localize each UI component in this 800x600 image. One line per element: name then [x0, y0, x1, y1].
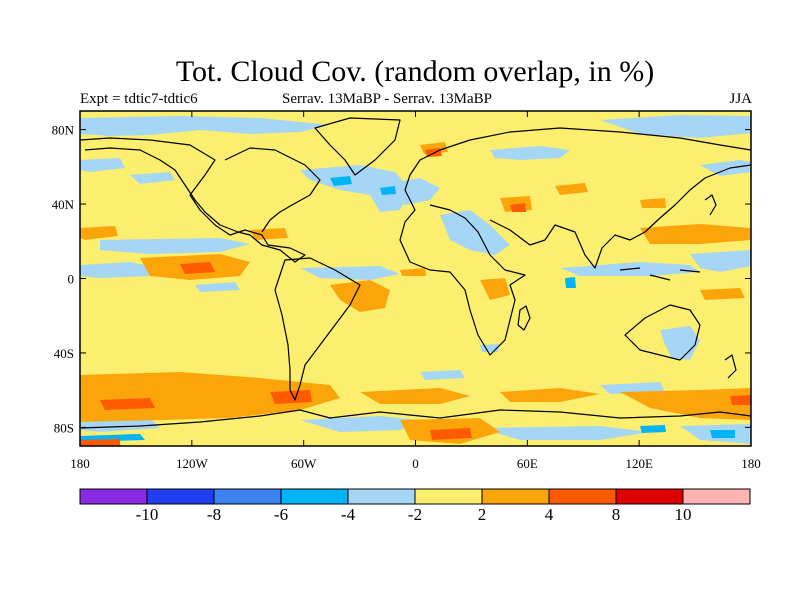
- orange-anomalies: [80, 142, 751, 444]
- japan: [704, 194, 717, 216]
- lat-tick-label: 80S: [54, 420, 74, 435]
- colorbar-swatch: [146, 488, 215, 505]
- antarctica: [80, 409, 751, 429]
- red-orange-anomalies: [80, 148, 751, 446]
- south-america: [274, 257, 361, 401]
- lon-tick-label: 0: [412, 456, 419, 471]
- colorbar-label: -10: [135, 505, 159, 524]
- lon-tick-label: 180: [741, 456, 761, 471]
- colorbar-swatch: [414, 488, 483, 505]
- europe-africa: [399, 189, 526, 356]
- colorbar-label: -2: [407, 505, 423, 524]
- season-label: JJA: [729, 91, 752, 107]
- lat-tick-label: 40N: [52, 197, 75, 212]
- lat-tick-label: 40S: [54, 346, 74, 361]
- north-america-east: [224, 147, 321, 233]
- colorbar-swatch: [615, 488, 684, 505]
- period-label: Serrav. 13MaBP - Serrav. 13MaBP: [282, 91, 492, 107]
- greenland: [314, 117, 401, 176]
- australia: [624, 304, 701, 361]
- colorbar-label: 10: [674, 505, 692, 524]
- madagascar: [517, 305, 531, 331]
- coastlines: [80, 117, 751, 429]
- light-blue-anomalies: [80, 115, 751, 444]
- colorbar-label: -4: [340, 505, 356, 524]
- colorbar-swatch: [481, 488, 550, 505]
- colorbar-swatch: [213, 488, 282, 505]
- colorbar-label: 4: [544, 505, 554, 524]
- experiment-label: Expt = tdtic7-tdtic6: [80, 91, 198, 107]
- arabia-india: [489, 164, 751, 269]
- colorbar: [79, 488, 751, 505]
- lon-tick-label: 180: [70, 456, 90, 471]
- colorbar-swatch: [347, 488, 416, 505]
- colorbar-swatch: [682, 488, 751, 505]
- latitude-axis: 80N 40N 0 40S 80S: [52, 123, 751, 435]
- plot-title: Tot. Cloud Cov. (random overlap, in %): [175, 55, 655, 88]
- colorbar-swatch: [79, 488, 148, 505]
- new-zealand: [724, 354, 737, 379]
- colorbar-label: 2: [477, 505, 487, 524]
- north-america-coast: [80, 137, 306, 263]
- longitude-axis: 180 120W 60W 0 60E 120E 180: [70, 111, 761, 471]
- lat-tick-label: 0: [68, 272, 75, 287]
- anomaly-fields: [80, 115, 751, 446]
- lat-tick-label: 80N: [52, 123, 75, 138]
- colorbar-swatch: [280, 488, 349, 505]
- lon-tick-label: 120W: [176, 456, 209, 471]
- colorbar-label: -6: [273, 505, 289, 524]
- colorbar-swatch: [548, 488, 617, 505]
- lon-tick-label: 60E: [517, 456, 538, 471]
- eurasia-north: [404, 127, 751, 191]
- lon-tick-label: 120E: [625, 456, 653, 471]
- lon-tick-label: 60W: [291, 456, 317, 471]
- colorbar-label: -8: [206, 505, 222, 524]
- indonesia: [619, 267, 701, 281]
- colorbar-label: 8: [611, 505, 621, 524]
